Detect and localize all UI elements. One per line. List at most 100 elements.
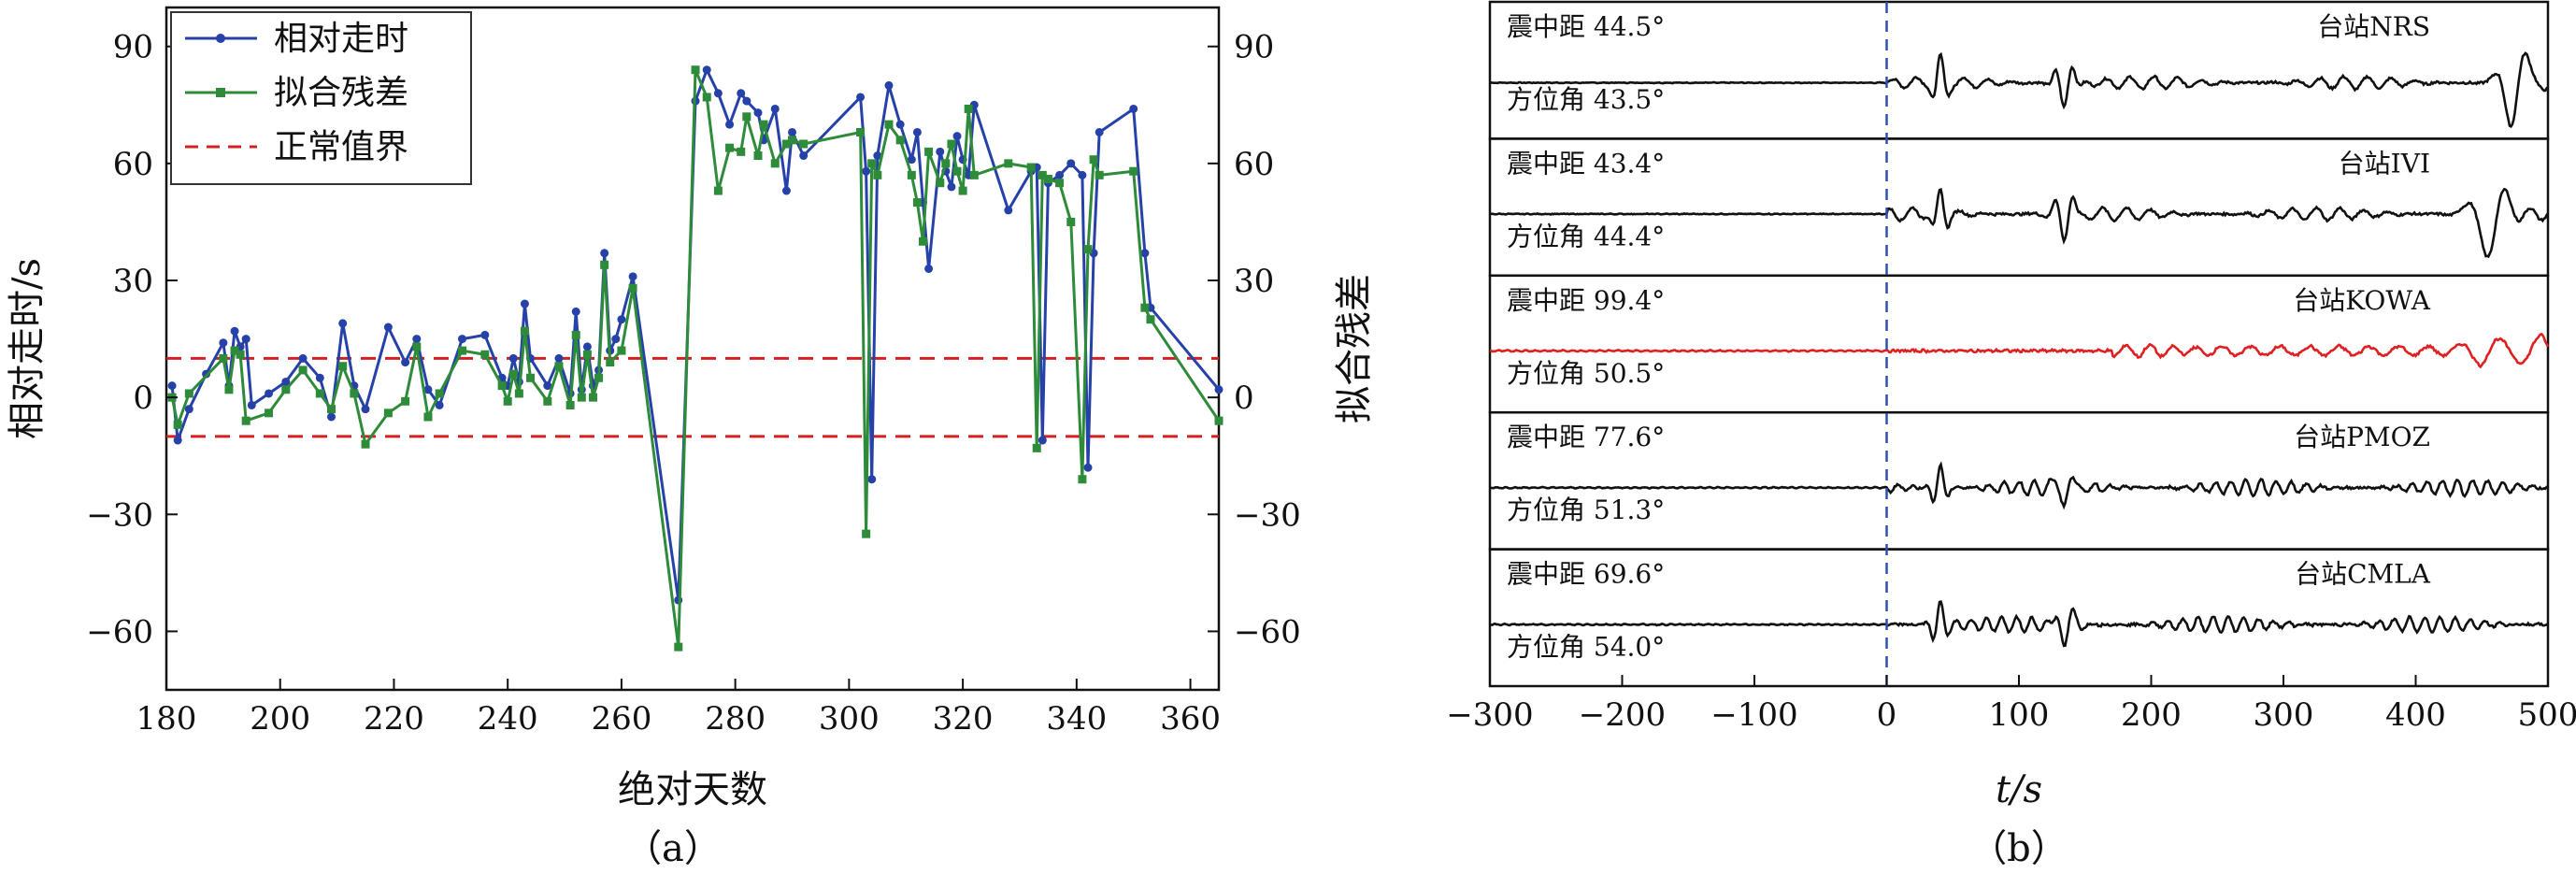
- data-point-series1: [383, 322, 393, 332]
- x-tick-label: 200: [250, 700, 310, 738]
- data-point-series2: [219, 353, 228, 363]
- data-point-series2: [781, 139, 791, 149]
- x-tick-label: 340: [1046, 700, 1107, 738]
- data-point-series1: [554, 353, 564, 363]
- data-point-series1: [952, 132, 962, 141]
- data-point-series2: [298, 365, 308, 375]
- data-point-series1: [247, 400, 256, 409]
- data-point-series2: [1032, 443, 1041, 452]
- data-point-series2: [315, 389, 324, 398]
- data-point-series2: [759, 120, 768, 129]
- data-point-series1: [582, 342, 592, 351]
- data-point-series1: [912, 127, 922, 136]
- x-tick-label: 260: [591, 700, 651, 738]
- data-point-series1: [1055, 170, 1065, 179]
- b-x-tick-label: 0: [1877, 696, 1897, 734]
- data-point-series1: [1083, 463, 1093, 472]
- series-line-2: [170, 68, 1221, 649]
- panel-a-plot-frame: [165, 6, 1221, 692]
- data-point-series2: [514, 389, 523, 398]
- data-point-series1: [457, 335, 466, 344]
- data-point-series1: [571, 307, 580, 316]
- data-point-series1: [298, 353, 308, 363]
- x-axis-label: 绝对天数: [618, 768, 767, 811]
- y2-tick-label: 90: [1234, 29, 1274, 66]
- data-point-series2: [338, 362, 348, 371]
- data-point-series2: [725, 143, 735, 152]
- y-tick-label: 0: [133, 380, 153, 417]
- b-x-tick-label: 400: [2385, 696, 2446, 734]
- x-tick-label: 240: [478, 700, 538, 738]
- data-point-series2: [691, 65, 700, 75]
- b-x-tick-label: 100: [1989, 696, 2050, 734]
- b-x-tick-label: 300: [2254, 696, 2314, 734]
- station-label: 台站PMOZ: [2294, 422, 2430, 452]
- data-point-series2: [480, 350, 490, 359]
- x-tick-label: 180: [136, 700, 197, 738]
- station-label: 台站CMLA: [2295, 559, 2431, 590]
- data-point-series2: [503, 396, 512, 406]
- data-point-series2: [224, 385, 234, 394]
- data-point-series2: [543, 396, 552, 406]
- data-point-series1: [315, 373, 324, 382]
- x-axis-ticks: 180 200 220 240 260 280 300 320 340 360: [136, 679, 1221, 738]
- data-point-series2: [606, 358, 615, 367]
- data-point-series1: [401, 358, 410, 367]
- station-label: 台站NRS: [2317, 11, 2430, 42]
- data-point-series2: [1129, 166, 1138, 176]
- panel-b-caption: （b）: [1969, 827, 2068, 870]
- data-point-series2: [554, 362, 564, 371]
- data-point-series1: [862, 166, 871, 176]
- azimuth-label: 方位角 51.3°: [1507, 494, 1665, 525]
- data-point-series2: [241, 416, 250, 425]
- b-x-tick-label: 500: [2518, 696, 2576, 734]
- data-point-series2: [588, 393, 597, 402]
- data-point-series2: [952, 166, 962, 176]
- legend: 相对走时 拟合残差 正常值界: [170, 11, 472, 185]
- data-point-series1: [1038, 436, 1047, 445]
- data-point-series2: [941, 159, 951, 168]
- data-point-series2: [628, 283, 637, 293]
- seismogram-台站KOWA: [1489, 332, 2550, 369]
- distance-label: 震中距 77.6°: [1507, 422, 1665, 452]
- data-point-series2: [742, 112, 751, 122]
- data-point-series2: [884, 120, 894, 129]
- data-point-series2: [582, 350, 592, 359]
- data-point-series2: [173, 420, 182, 429]
- data-point-series1: [1004, 206, 1013, 215]
- data-point-series1: [1066, 159, 1076, 168]
- data-point-series1: [884, 80, 894, 90]
- b-x-axis-ticks: −300 −200 −100 0 100 200 300 400 500: [1446, 675, 2576, 734]
- data-point-series2: [895, 136, 905, 145]
- data-point-series2: [936, 179, 945, 188]
- x-tick-label: 220: [364, 700, 424, 738]
- data-point-series2: [737, 147, 746, 156]
- data-point-series1: [241, 335, 250, 344]
- data-point-series2: [969, 170, 979, 179]
- data-point-series1: [184, 405, 193, 414]
- data-point-series2: [1038, 170, 1047, 179]
- data-point-series1: [1078, 170, 1087, 179]
- data-point-series2: [958, 186, 967, 195]
- data-point-series2: [1214, 416, 1224, 425]
- y2-tick-label: −60: [1234, 613, 1301, 651]
- data-point-series1: [1095, 127, 1104, 136]
- data-point-series2: [799, 139, 809, 149]
- data-point-series2: [1078, 475, 1087, 484]
- panel-b-chart: 台站NRS 震中距 44.5° 方位角 43.5° 台站IVI 震中距 43.4° 方位角…: [1446, 0, 2576, 870]
- station-label: 台站KOWA: [2293, 285, 2431, 316]
- data-point-series1: [520, 299, 529, 308]
- azimuth-label: 方位角 44.4°: [1507, 221, 1665, 251]
- data-point-series1: [799, 151, 809, 161]
- y-tick-label: 90: [113, 29, 153, 66]
- data-point-series2: [236, 350, 245, 359]
- data-point-series2: [617, 346, 626, 355]
- data-point-series1: [543, 381, 552, 391]
- y-axis-label: 相对走时/s: [6, 258, 49, 439]
- data-point-series2: [862, 529, 871, 538]
- data-point-series2: [520, 326, 529, 336]
- data-point-series1: [737, 89, 746, 98]
- data-point-series2: [1146, 315, 1155, 324]
- data-series: [167, 65, 1224, 652]
- panel-a-caption: （a）: [624, 827, 722, 870]
